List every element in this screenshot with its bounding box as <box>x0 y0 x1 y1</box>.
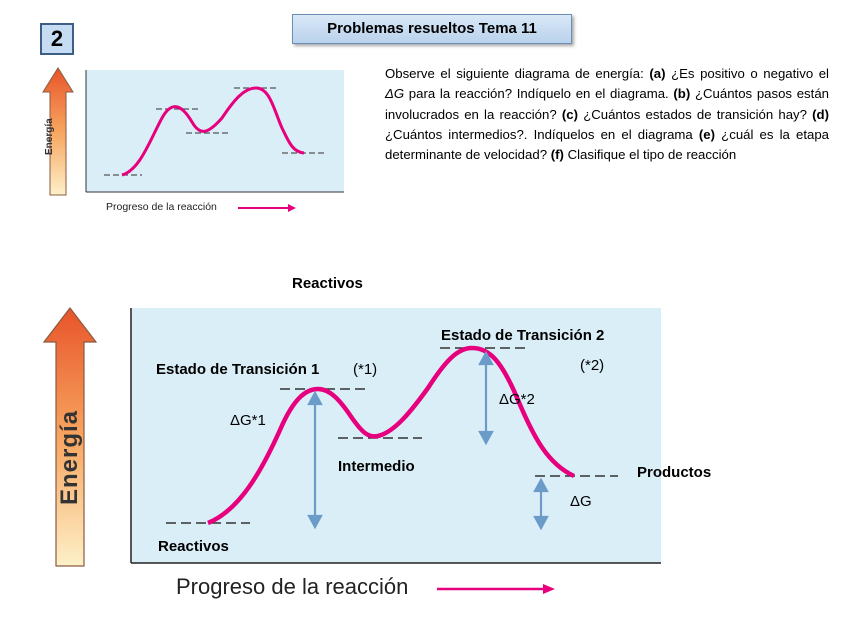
intermediate-label: Intermedio <box>338 458 415 475</box>
dg-label: ΔG <box>570 493 592 510</box>
large-energy-arrow <box>42 307 98 567</box>
question-c-text: ¿Cuántos estados de transición hay? <box>583 106 807 122</box>
large-energy-curve <box>207 345 575 526</box>
question-b-text: ¿Cuántos pasos están involucrados en la … <box>385 86 829 122</box>
question-text: Observe el siguiente diagrama de energía… <box>385 64 829 165</box>
problem-number: 2 <box>40 23 74 55</box>
ts2-note: (*2) <box>580 357 605 374</box>
ts1-note: (*1) <box>353 361 378 378</box>
small-energy-arrow <box>42 67 74 196</box>
question-a-text2: para la reacción? Indíquelo en el diagra… <box>404 86 669 102</box>
dg1-label: ΔG*1 <box>230 412 266 429</box>
delta-arrows <box>307 350 549 531</box>
question-f-tag: (f) <box>550 147 564 163</box>
products-label: Productos <box>637 464 712 481</box>
small-x-axis-label: Progreso de la reacción <box>106 201 217 213</box>
question-a-tag: (a) <box>649 66 666 81</box>
large-x-arrowhead <box>543 584 555 594</box>
dg2-label: ΔG*2 <box>499 391 535 408</box>
question-d-tag: (d) <box>812 106 829 122</box>
large-x-axis-label: Progreso de la reacción <box>176 574 409 599</box>
ts2-label: Estado de Transición 2 <box>441 327 605 344</box>
large-diagram-panel <box>131 308 661 563</box>
page-title: Problemas resueltos Tema 11 <box>292 14 572 44</box>
question-intro: Observe el siguiente diagrama de energía… <box>385 66 644 81</box>
question-b-tag: (b) <box>673 86 691 102</box>
question-c-tag: (c) <box>561 106 578 122</box>
question-a-symbol: ΔG <box>385 86 405 102</box>
top-reactivos-label: Reactivos <box>292 275 363 292</box>
large-y-axis-label: Energía <box>56 409 83 505</box>
question-f-text: Clasifique el tipo de reacción <box>567 147 737 163</box>
small-energy-curve <box>121 86 305 177</box>
question-e-text: ¿cuál es la etapa determinante de veloci… <box>385 126 830 163</box>
question-d-text: ¿Cuántos intermedios?. Indíquelos en el … <box>385 126 693 142</box>
small-x-arrowhead <box>288 204 296 212</box>
question-a-text: ¿Es positivo o negativo el <box>671 66 829 81</box>
ts1-label: Estado de Transición 1 <box>156 361 320 378</box>
reactants-label: Reactivos <box>158 538 229 555</box>
question-e-tag: (e) <box>698 126 716 142</box>
small-y-axis-label: Energía <box>44 118 55 155</box>
